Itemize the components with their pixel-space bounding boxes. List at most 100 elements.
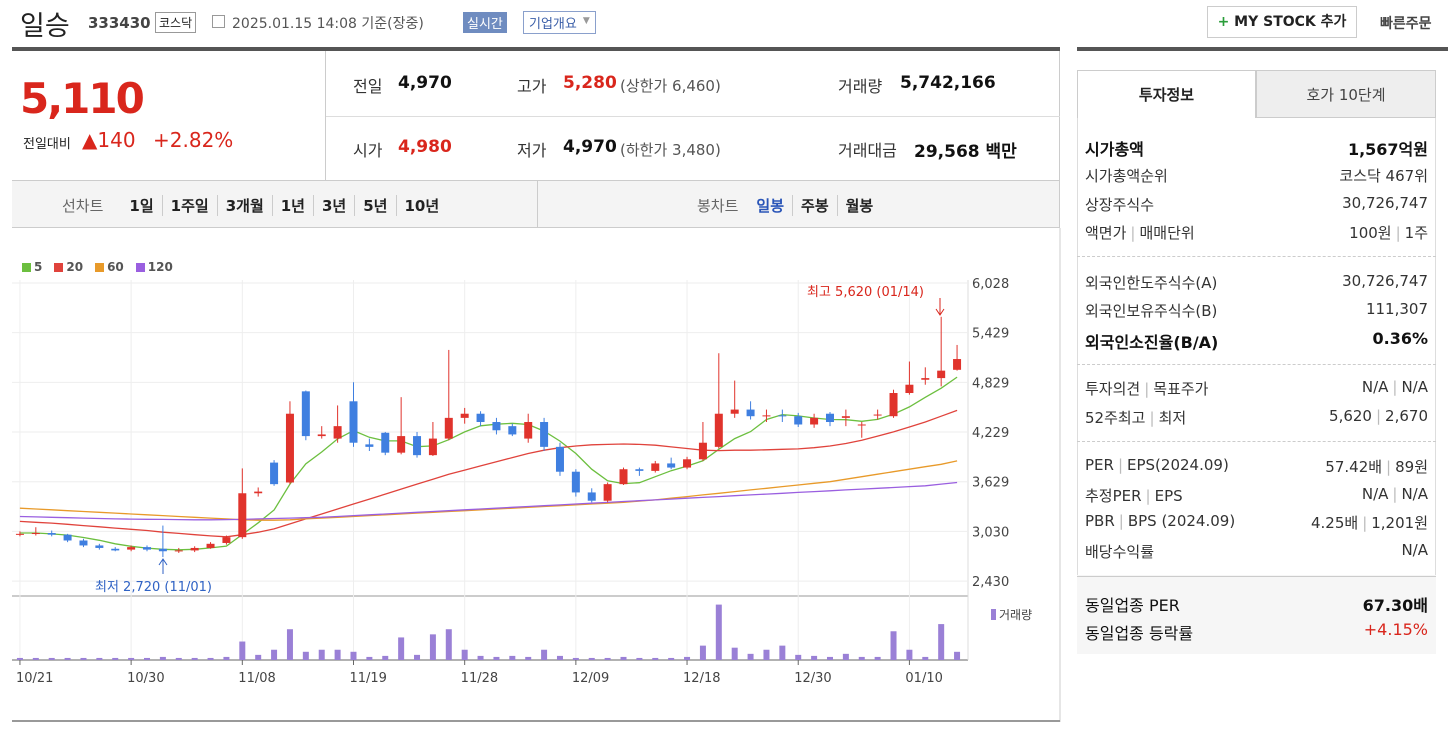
period-tab[interactable]: 1주일: [161, 195, 217, 216]
info-row: PER | EPS(2024.09) 57.42배 | 89원: [1085, 456, 1428, 477]
candle-body: [857, 424, 866, 426]
candle-period-tab[interactable]: 일봉: [756, 197, 785, 215]
summary-value: 29,568 백만: [914, 137, 1017, 162]
candle-body: [667, 463, 676, 468]
info-label-part: 매매단위: [1139, 224, 1195, 242]
dropdown-arrow: ▼: [582, 16, 590, 26]
candle-body: [143, 547, 152, 550]
info-value-part: N/A: [1401, 485, 1428, 503]
volume-bar: [763, 649, 770, 660]
volume-bar: [604, 657, 611, 660]
info-tab-active[interactable]: 투자정보: [1077, 70, 1256, 118]
volume-bar: [890, 631, 897, 660]
info-value: +4.15%: [1364, 620, 1428, 644]
volume-bar: [509, 655, 516, 660]
info-value-part: 2,670: [1385, 407, 1428, 425]
candle-body: [413, 436, 422, 456]
info-label: 외국인소진율(B/A): [1085, 329, 1218, 353]
info-label: 추정PER | EPS: [1085, 485, 1183, 506]
chart-frame: [12, 280, 1060, 720]
info-label: 배당수익률: [1085, 541, 1154, 562]
volume-bar: [938, 624, 945, 660]
period-tab[interactable]: 10년: [395, 195, 448, 216]
candle-body: [381, 432, 390, 453]
separator: |: [1386, 458, 1392, 476]
moving-average: [19, 460, 958, 521]
header-bar: [1077, 47, 1448, 51]
info-value-part: 100원: [1349, 224, 1392, 242]
candle-body: [333, 426, 342, 439]
period-tab[interactable]: 3년: [313, 195, 354, 216]
volume-bar: [954, 651, 961, 660]
volume-legend: 거래량: [991, 606, 1032, 623]
candle-body: [174, 550, 183, 552]
candle-body: [254, 491, 263, 494]
candle-period-tab[interactable]: 주봉: [792, 195, 837, 216]
realtime-button[interactable]: 실시간: [463, 12, 507, 33]
info-label: 동일업종 PER: [1085, 592, 1180, 616]
legend-swatch: [22, 262, 31, 272]
info-value-part: 111,307: [1365, 300, 1428, 318]
candle-body: [63, 534, 72, 541]
candle-body: [365, 444, 374, 447]
separator: |: [1130, 224, 1136, 242]
summary-label: 거래대금: [838, 141, 897, 160]
my-stock-button[interactable]: + MY STOCK 추가: [1207, 6, 1357, 38]
volume-bar: [556, 655, 563, 660]
info-value-part: 1주: [1404, 224, 1428, 242]
candle-period-tab[interactable]: 월봉: [836, 195, 882, 216]
volume-bar: [255, 654, 262, 660]
candle-body: [873, 414, 882, 416]
legend-label: 60: [107, 260, 124, 274]
volume-bar: [858, 656, 865, 660]
candle-body: [825, 413, 834, 423]
candle-body: [397, 436, 406, 453]
info-value: 0.36%: [1372, 329, 1428, 353]
separator: |: [1144, 380, 1150, 398]
period-tab[interactable]: 3개월: [216, 195, 272, 216]
candle-body: [619, 469, 628, 485]
period-tab[interactable]: 1일: [129, 197, 154, 215]
section-divider: [1077, 364, 1436, 365]
candle-body: [270, 462, 279, 485]
volume-bar: [96, 657, 103, 660]
volume-bar: [191, 657, 198, 660]
volume-bar: [382, 655, 389, 660]
info-label: 외국인한도주식수(A): [1085, 272, 1217, 293]
volume-bar: [525, 656, 532, 660]
header-bar: [12, 47, 1060, 51]
period-tab[interactable]: 5년: [354, 195, 395, 216]
line-tabs: 선차트 1일 1주일 3개월 1년 3년 5년 10년: [62, 195, 447, 216]
volume-bar: [826, 656, 833, 660]
summary-label: 전일: [353, 77, 383, 96]
x-tick-label: 11/08: [238, 671, 275, 686]
info-label-part: EPS(2024.09): [1127, 456, 1229, 474]
legend-item: 120: [135, 260, 173, 274]
info-tab[interactable]: 호가 10단계: [1256, 70, 1436, 118]
moving-average: [19, 409, 958, 538]
quick-order[interactable]: 빠른주문: [1380, 16, 1432, 32]
candle-body: [555, 446, 564, 472]
info-label-part: 동일업종 PER: [1085, 596, 1180, 615]
period-tab[interactable]: 1년: [271, 195, 313, 216]
legend-label: 5: [34, 260, 43, 274]
volume-bar: [620, 656, 627, 660]
volume-bar: [493, 656, 500, 660]
x-tick-label: 11/19: [349, 671, 386, 686]
summary-value: 4,970: [398, 73, 452, 93]
company-menu[interactable]: 기업개요 ▼: [523, 11, 596, 34]
info-label: 투자의견 | 목표주가: [1085, 378, 1208, 399]
volume-bar: [922, 656, 929, 660]
info-value-part: 89원: [1395, 458, 1428, 476]
candle-body: [476, 413, 485, 423]
volume-bar: [64, 657, 71, 660]
legend-swatch: [135, 262, 145, 272]
candle-body: [31, 533, 40, 535]
change-pct: +2.82%: [153, 128, 234, 152]
volume-bar: [477, 655, 484, 660]
candle-body: [698, 442, 707, 460]
info-label-part: BPS (2024.09): [1127, 512, 1236, 530]
volume-bar: [906, 649, 913, 660]
volume-bar: [429, 634, 436, 660]
info-value: N/A: [1401, 541, 1428, 562]
